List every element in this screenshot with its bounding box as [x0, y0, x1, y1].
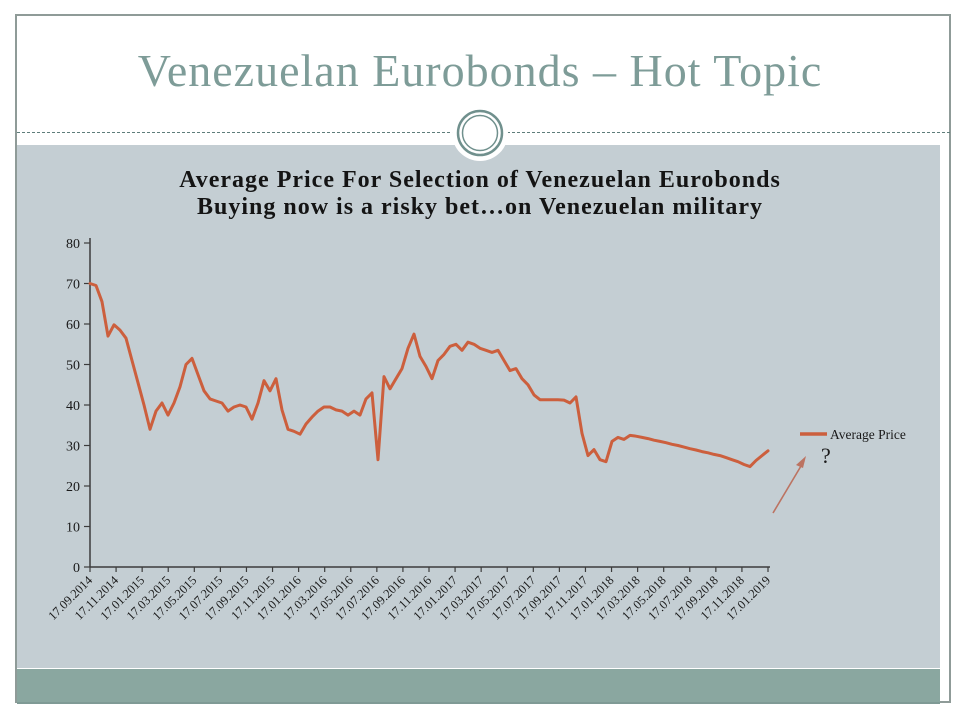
chart-title-line1: Average Price For Selection of Venezuela…: [179, 167, 781, 193]
y-axis-label: 50: [66, 359, 80, 374]
y-axis-label: 0: [73, 561, 80, 576]
question-mark-annotation: ?: [821, 443, 831, 468]
y-axis-label: 40: [66, 399, 80, 414]
y-axis-label: 20: [66, 480, 80, 495]
y-axis-label: 30: [66, 440, 80, 455]
slide-title: Venezuelan Eurobonds – Hot Topic: [137, 45, 823, 96]
chart-title: Average Price For Selection of Venezuela…: [0, 167, 960, 221]
arrow-annotation: [772, 460, 805, 514]
average-price-line: [88, 282, 770, 469]
y-axis-label: 60: [66, 318, 80, 333]
y-axis-label: 70: [66, 278, 80, 293]
chart-title-line2: Buying now is a risky bet…on Venezuelan …: [196, 194, 764, 220]
y-axis-label: 80: [66, 237, 80, 252]
footer-bar: [17, 669, 940, 704]
legend-label: Average Price: [830, 427, 906, 442]
divider-ornament-icon: [452, 105, 508, 161]
y-axis-label: 10: [66, 521, 80, 536]
arrow-head-icon: [796, 456, 806, 468]
